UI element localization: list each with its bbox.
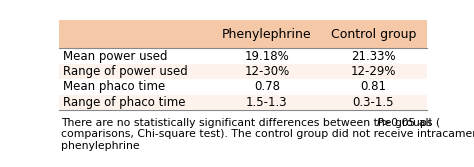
Text: There are no statistically significant differences between the groups (: There are no statistically significant d…: [61, 118, 440, 128]
Text: Mean phaco time: Mean phaco time: [63, 80, 165, 93]
FancyBboxPatch shape: [59, 48, 427, 64]
FancyBboxPatch shape: [59, 20, 427, 48]
Text: 1.5-1.3: 1.5-1.3: [246, 96, 288, 109]
Text: 12-30%: 12-30%: [244, 65, 290, 78]
Text: 21.33%: 21.33%: [351, 50, 396, 63]
Text: phenylephrine: phenylephrine: [61, 141, 140, 151]
Text: 0.3-1.5: 0.3-1.5: [353, 96, 394, 109]
Text: 19.18%: 19.18%: [245, 50, 289, 63]
Text: Range of phaco time: Range of phaco time: [63, 96, 185, 109]
FancyBboxPatch shape: [59, 95, 427, 110]
Text: Mean power used: Mean power used: [63, 50, 167, 63]
Text: 0.81: 0.81: [360, 80, 386, 93]
FancyBboxPatch shape: [59, 64, 427, 79]
FancyBboxPatch shape: [59, 79, 427, 95]
Text: Phenylephrine: Phenylephrine: [222, 28, 311, 41]
Text: Control group: Control group: [331, 28, 416, 41]
Text: Range of power used: Range of power used: [63, 65, 188, 78]
Text: >0.05 all: >0.05 all: [382, 118, 431, 128]
Text: 12-29%: 12-29%: [351, 65, 396, 78]
Text: P: P: [376, 118, 383, 128]
Text: comparisons, Chi-square test). The control group did not receive intracameral: comparisons, Chi-square test). The contr…: [61, 129, 474, 139]
Text: 0.78: 0.78: [254, 80, 280, 93]
